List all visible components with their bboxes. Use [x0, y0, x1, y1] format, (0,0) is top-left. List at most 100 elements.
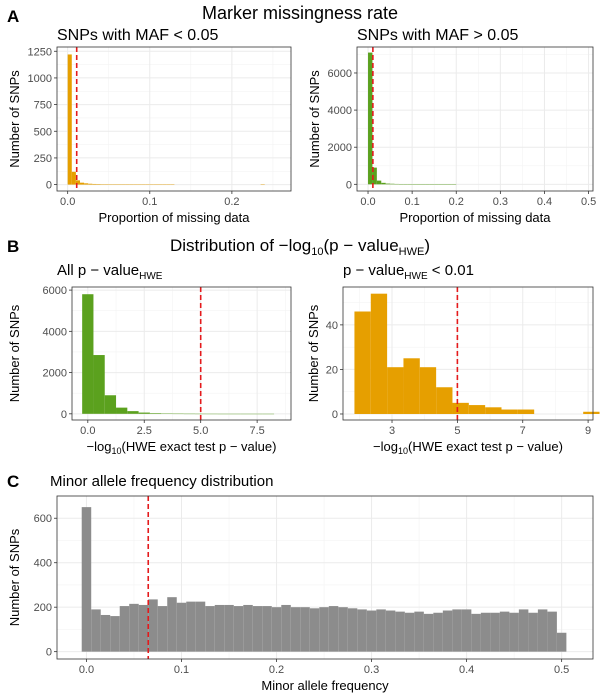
- b2-bar: [468, 405, 486, 414]
- c-x-tick-label: 0.0: [79, 664, 94, 676]
- chart-b2-hwe-significant: 3 5 7 9 0 20 40 p − valueHWE < 0.01 −log10(HWE e…: [306, 262, 600, 456]
- panel-title-a: Marker missingness rate: [202, 3, 398, 23]
- c-bar: [480, 612, 491, 652]
- a1-y-tick-label: 500: [34, 126, 52, 138]
- c-bar: [490, 612, 500, 652]
- c-y-tick-label: 600: [34, 513, 52, 525]
- a1-y-axis-label: Number of SNPs: [7, 70, 22, 168]
- c-bar: [518, 609, 529, 652]
- c-bar: [309, 608, 320, 652]
- b2-title-sub: HWE: [404, 271, 428, 282]
- panel-title-b-mid: (p − value: [324, 236, 399, 255]
- b1-bar: [149, 413, 162, 414]
- c-x-tick-label: 0.2: [269, 664, 284, 676]
- c-y-tick-label: 200: [34, 602, 52, 614]
- a2-title: SNPs with MAF > 0.05: [357, 27, 518, 44]
- b2-x-axis-label-sub: 10: [398, 446, 408, 456]
- c-bar: [186, 601, 196, 652]
- b2-title-prefix: p − value: [343, 262, 404, 279]
- panel-title-b-suffix: ): [424, 236, 430, 255]
- b2-title: p − valueHWE < 0.01: [343, 262, 474, 282]
- c-bar: [119, 606, 130, 652]
- c-bar: [243, 604, 253, 652]
- panel-letter-c: C: [7, 472, 19, 491]
- b1-x-axis-label-sub: 10: [111, 446, 121, 456]
- panel-title-b-prefix: Distribution of −log: [170, 236, 311, 255]
- b1-bar: [116, 407, 128, 414]
- a2-x-tick-label: 0.3: [493, 196, 508, 208]
- c-bar: [157, 606, 168, 652]
- c-bar: [499, 611, 510, 652]
- c-bar: [556, 632, 567, 652]
- b2-bar: [583, 411, 600, 414]
- a2-x-tick-label: 0.1: [404, 196, 419, 208]
- a1-x-tick-label: 0.0: [60, 196, 75, 208]
- c-bar: [224, 604, 234, 652]
- a2-bar: [390, 183, 395, 185]
- c-bar: [395, 611, 405, 652]
- b1-y-tick-label: 0: [61, 409, 67, 421]
- b1-x-axis-label: −log10(HWE exact test p − value): [87, 439, 277, 456]
- a1-plot-area: [57, 47, 291, 191]
- b2-bar: [517, 409, 535, 414]
- a1-bar: [84, 183, 89, 185]
- a1-y-tick-label: 0: [46, 180, 52, 192]
- b1-panel-border: [71, 286, 292, 421]
- b2-bar: [403, 358, 420, 414]
- c-bar: [262, 606, 272, 652]
- a1-x-tick-label: 0.2: [224, 196, 239, 208]
- c-bar: [300, 607, 310, 652]
- a2-bar: [376, 180, 382, 185]
- a2-x-tick-label: 0.4: [537, 196, 552, 208]
- b2-x-tick-label: 3: [389, 425, 395, 437]
- b2-bar: [501, 409, 518, 414]
- chart-a2-missingness-high-maf: 0.0 0.1 0.2 0.3 0.4 0.5 0 2000 4000 6000 SNPs with…: [307, 27, 596, 225]
- c-x-tick-label: 0.4: [459, 664, 474, 676]
- c-bar: [110, 616, 120, 652]
- b1-bar: [104, 395, 117, 414]
- b2-bar: [370, 293, 388, 414]
- a1-panel-border: [56, 46, 292, 192]
- c-bar: [176, 602, 187, 652]
- c-bar: [385, 610, 396, 652]
- chart-a1-missingness-low-maf: 0.0 0.1 0.2 0 250 500 750 1000 1250 SNPs with MAF…: [7, 27, 292, 225]
- a2-bar: [368, 52, 373, 185]
- c-bar: [252, 606, 263, 652]
- c-bar: [271, 607, 282, 652]
- c-bar: [461, 609, 472, 652]
- b2-y-axis-label: Number of SNPs: [306, 304, 321, 402]
- b1-x-axis-label-suffix: (HWE exact test p − value): [121, 439, 276, 454]
- a2-bar: [381, 182, 386, 185]
- c-bar: [423, 613, 434, 652]
- a2-panel-border: [356, 46, 594, 192]
- c-bar: [537, 609, 548, 652]
- chart-b1-hwe-all: 0.0 2.5 5.0 7.5 0 2000 4000 6000 All p − valueHW…: [7, 262, 292, 456]
- b2-title-suffix: < 0.01: [428, 262, 474, 279]
- b2-panel-border: [342, 286, 594, 421]
- c-x-tick-label: 0.3: [364, 664, 379, 676]
- c-y-tick-label: 0: [46, 647, 52, 659]
- chart-c-maf-distribution: 0.0 0.1 0.2 0.3 0.4 0.5 0 200 400 600 Minor allele…: [7, 473, 594, 693]
- a1-y-tick-label: 1000: [28, 73, 52, 85]
- a1-y-tick-label: 750: [34, 100, 52, 112]
- a1-bar: [96, 184, 101, 185]
- c-bar: [366, 610, 377, 652]
- c-bar: [233, 606, 244, 652]
- a1-x-axis-label: Proportion of missing data: [98, 210, 250, 225]
- a1-y-tick-label: 250: [34, 153, 52, 165]
- c-bar: [281, 604, 291, 652]
- c-bar: [509, 612, 519, 652]
- c-bar: [414, 611, 424, 652]
- b1-bar: [82, 294, 94, 414]
- b1-title: All p − valueHWE: [57, 262, 163, 282]
- c-panel-border: [56, 495, 594, 660]
- c-bar: [328, 606, 339, 652]
- b2-x-tick-label: 7: [520, 425, 526, 437]
- b1-y-tick-label: 2000: [43, 368, 67, 380]
- b2-x-tick-label: 5: [454, 425, 460, 437]
- c-x-tick-label: 0.1: [174, 664, 189, 676]
- a1-bar: [79, 182, 85, 185]
- c-bar: [376, 609, 386, 652]
- a1-bar: [67, 54, 72, 185]
- c-bar: [452, 609, 462, 652]
